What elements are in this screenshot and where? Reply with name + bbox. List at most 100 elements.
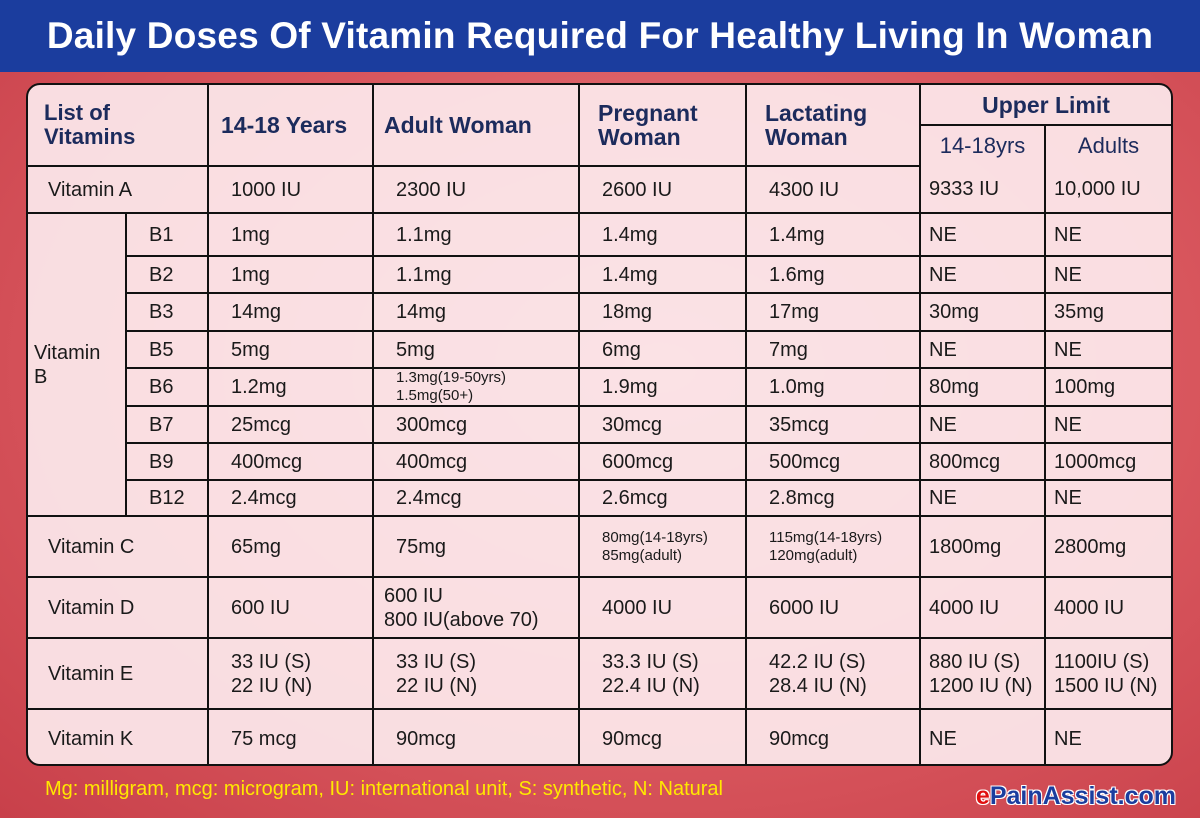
table-row: Vitamin D 600 IU 600 IU 800 IU(above 70) 400… [28, 576, 1171, 639]
vitamin-b-subtype: B7 [126, 405, 209, 444]
header-lactating-woman: Lactating Woman [745, 85, 921, 167]
value-adult-woman: 33 IU (S) 22 IU (N) [372, 637, 580, 710]
value-upper-adults: 10,000 IU [1044, 166, 1171, 214]
value-upper-14-18yrs: 30mg [919, 292, 1046, 332]
value-line: 90mcg [396, 727, 457, 750]
table-row: Vitamin K 75 mcg 90mcg 90mcg 90mcg NE NE [28, 708, 1171, 764]
value-line: NE [929, 263, 957, 286]
header-upper-14-18yrs: 14-18yrs [920, 124, 1046, 166]
value-adult-woman: 5mg [372, 330, 580, 369]
table-row: B7 25mcg 300mcg 30mcg 35mcg NE NE [28, 405, 1171, 444]
vitamin-b-subtype: B3 [126, 292, 209, 332]
value-line: 10,000 IU [1054, 178, 1141, 200]
vitamin-b-subtype: B12 [126, 479, 209, 517]
header-upper-limit: Upper Limit [919, 85, 1171, 126]
legend-footnote: Mg: milligram, mcg: microgram, IU: inter… [45, 778, 723, 800]
value-line: NE [1054, 338, 1082, 361]
value-upper-adults: NE [1044, 405, 1171, 444]
value-upper-14-18yrs: 1800mg [919, 515, 1046, 578]
value-line: 7mg [769, 338, 808, 361]
value-line: 33 IU (S) [396, 650, 477, 673]
value-14-18-years: 1mg [207, 212, 374, 257]
value-lactating-woman: 115mg(14-18yrs) 120mg(adult) [745, 515, 921, 578]
value-14-18-years: 2.4mcg [207, 479, 374, 517]
value-line: 1.4mg [602, 223, 658, 246]
vitamin-b-label: Vitamin B [28, 212, 127, 517]
value-upper-14-18yrs: 80mg [919, 367, 1046, 407]
vitamin-table-panel: List of Vitamins 14-18 Years Adult Woman… [26, 83, 1173, 766]
value-adult-woman: 14mg [372, 292, 580, 332]
value-14-18-years: 75 mcg [207, 708, 374, 764]
value-line: 2.4mcg [396, 487, 462, 509]
vitamin-name: Vitamin C [28, 515, 209, 578]
value-line: 33.3 IU (S) [602, 650, 699, 673]
vitamin-b-subtype: B6 [126, 367, 209, 407]
value-line: 6000 IU [769, 596, 840, 619]
value-line: 14mg [231, 301, 282, 323]
header-list-of-vitamins: List of Vitamins [28, 85, 209, 167]
value-line: 65mg [231, 535, 282, 558]
value-adult-woman: 600 IU 800 IU(above 70) [372, 576, 580, 639]
value-14-18-years: 600 IU [207, 576, 374, 639]
value-pregnant-woman: 1.4mg [578, 212, 747, 257]
value-line: 880 IU (S) [929, 650, 1021, 673]
value-lactating-woman: 35mcg [745, 405, 921, 444]
value-line: 600 IU [384, 584, 443, 607]
value-line: 2.8mcg [769, 487, 835, 509]
table-row: B5 5mg 5mg 6mg 7mg NE NE [28, 330, 1171, 369]
value-upper-adults: NE [1044, 708, 1171, 764]
value-line: 22 IU (N) [231, 674, 313, 697]
value-lactating-woman: 1.0mg [745, 367, 921, 407]
value-line: NE [1054, 487, 1082, 509]
value-line: 28.4 IU (N) [769, 674, 867, 697]
value-upper-14-18yrs: NE [919, 212, 1046, 257]
value-line: 2.4mcg [231, 487, 297, 509]
table-row: B6 1.2mg 1.3mg(19-50yrs) 1.5mg(50+) 1.9mg 1.0… [28, 367, 1171, 407]
value-pregnant-woman: 6mg [578, 330, 747, 369]
value-line: NE [929, 223, 957, 246]
value-adult-woman: 1.1mg [372, 212, 580, 257]
value-upper-adults: NE [1044, 212, 1171, 257]
value-line: NE [1054, 263, 1082, 286]
vitamin-name: Vitamin D [28, 576, 209, 639]
value-line: 120mg(adult) [769, 546, 858, 564]
value-line: 1.3mg(19-50yrs) [396, 369, 507, 386]
value-line: 25mcg [231, 413, 292, 436]
table-row: B9 400mcg 400mcg 600mcg 500mcg 800mcg 1000mcg [28, 442, 1171, 481]
value-line: 1mg [231, 223, 270, 246]
value-line: 4000 IU [602, 596, 673, 619]
value-upper-adults: 35mg [1044, 292, 1171, 332]
value-upper-adults: 2800mg [1044, 515, 1171, 578]
value-pregnant-woman: 18mg [578, 292, 747, 332]
value-line: NE [1054, 223, 1082, 246]
value-line: 30mg [929, 301, 980, 323]
value-line: NE [929, 727, 957, 750]
header-adult-woman: Adult Woman [372, 85, 580, 167]
header-pregnant-woman: Pregnant Woman [578, 85, 747, 167]
value-upper-14-18yrs: 800mcg [919, 442, 1046, 481]
value-pregnant-woman: 80mg(14-18yrs) 85mg(adult) [578, 515, 747, 578]
value-line: 90mcg [769, 727, 830, 750]
value-line: 6mg [602, 338, 641, 361]
value-upper-adults: NE [1044, 479, 1171, 517]
value-line: 500mcg [769, 450, 841, 473]
value-lactating-woman: 7mg [745, 330, 921, 369]
value-line: 5mg [231, 338, 270, 361]
value-lactating-woman: 1.4mg [745, 212, 921, 257]
value-line: 1.9mg [602, 376, 658, 398]
value-upper-14-18yrs: 4000 IU [919, 576, 1046, 639]
table-row: Vitamin B B1 1mg 1.1mg 1.4mg 1.4mg NE NE [28, 212, 1171, 517]
value-upper-adults: 100mg [1044, 367, 1171, 407]
value-pregnant-woman: 4000 IU [578, 576, 747, 639]
value-14-18-years: 33 IU (S) 22 IU (N) [207, 637, 374, 710]
value-line: 1100IU (S) [1054, 650, 1150, 673]
value-upper-adults: 1100IU (S) 1500 IU (N) [1044, 637, 1171, 710]
value-pregnant-woman: 1.9mg [578, 367, 747, 407]
value-pregnant-woman: 2.6mcg [578, 479, 747, 517]
value-lactating-woman: 1.6mg [745, 255, 921, 294]
vitamin-name: Vitamin K [28, 708, 209, 764]
value-14-18-years: 5mg [207, 330, 374, 369]
value-line: 115mg(14-18yrs) [769, 528, 883, 546]
table-row: Vitamin A 1000 IU 2300 IU 2600 IU 4300 IU 933… [28, 166, 1171, 214]
value-upper-14-18yrs: 9333 IU [919, 166, 1046, 214]
